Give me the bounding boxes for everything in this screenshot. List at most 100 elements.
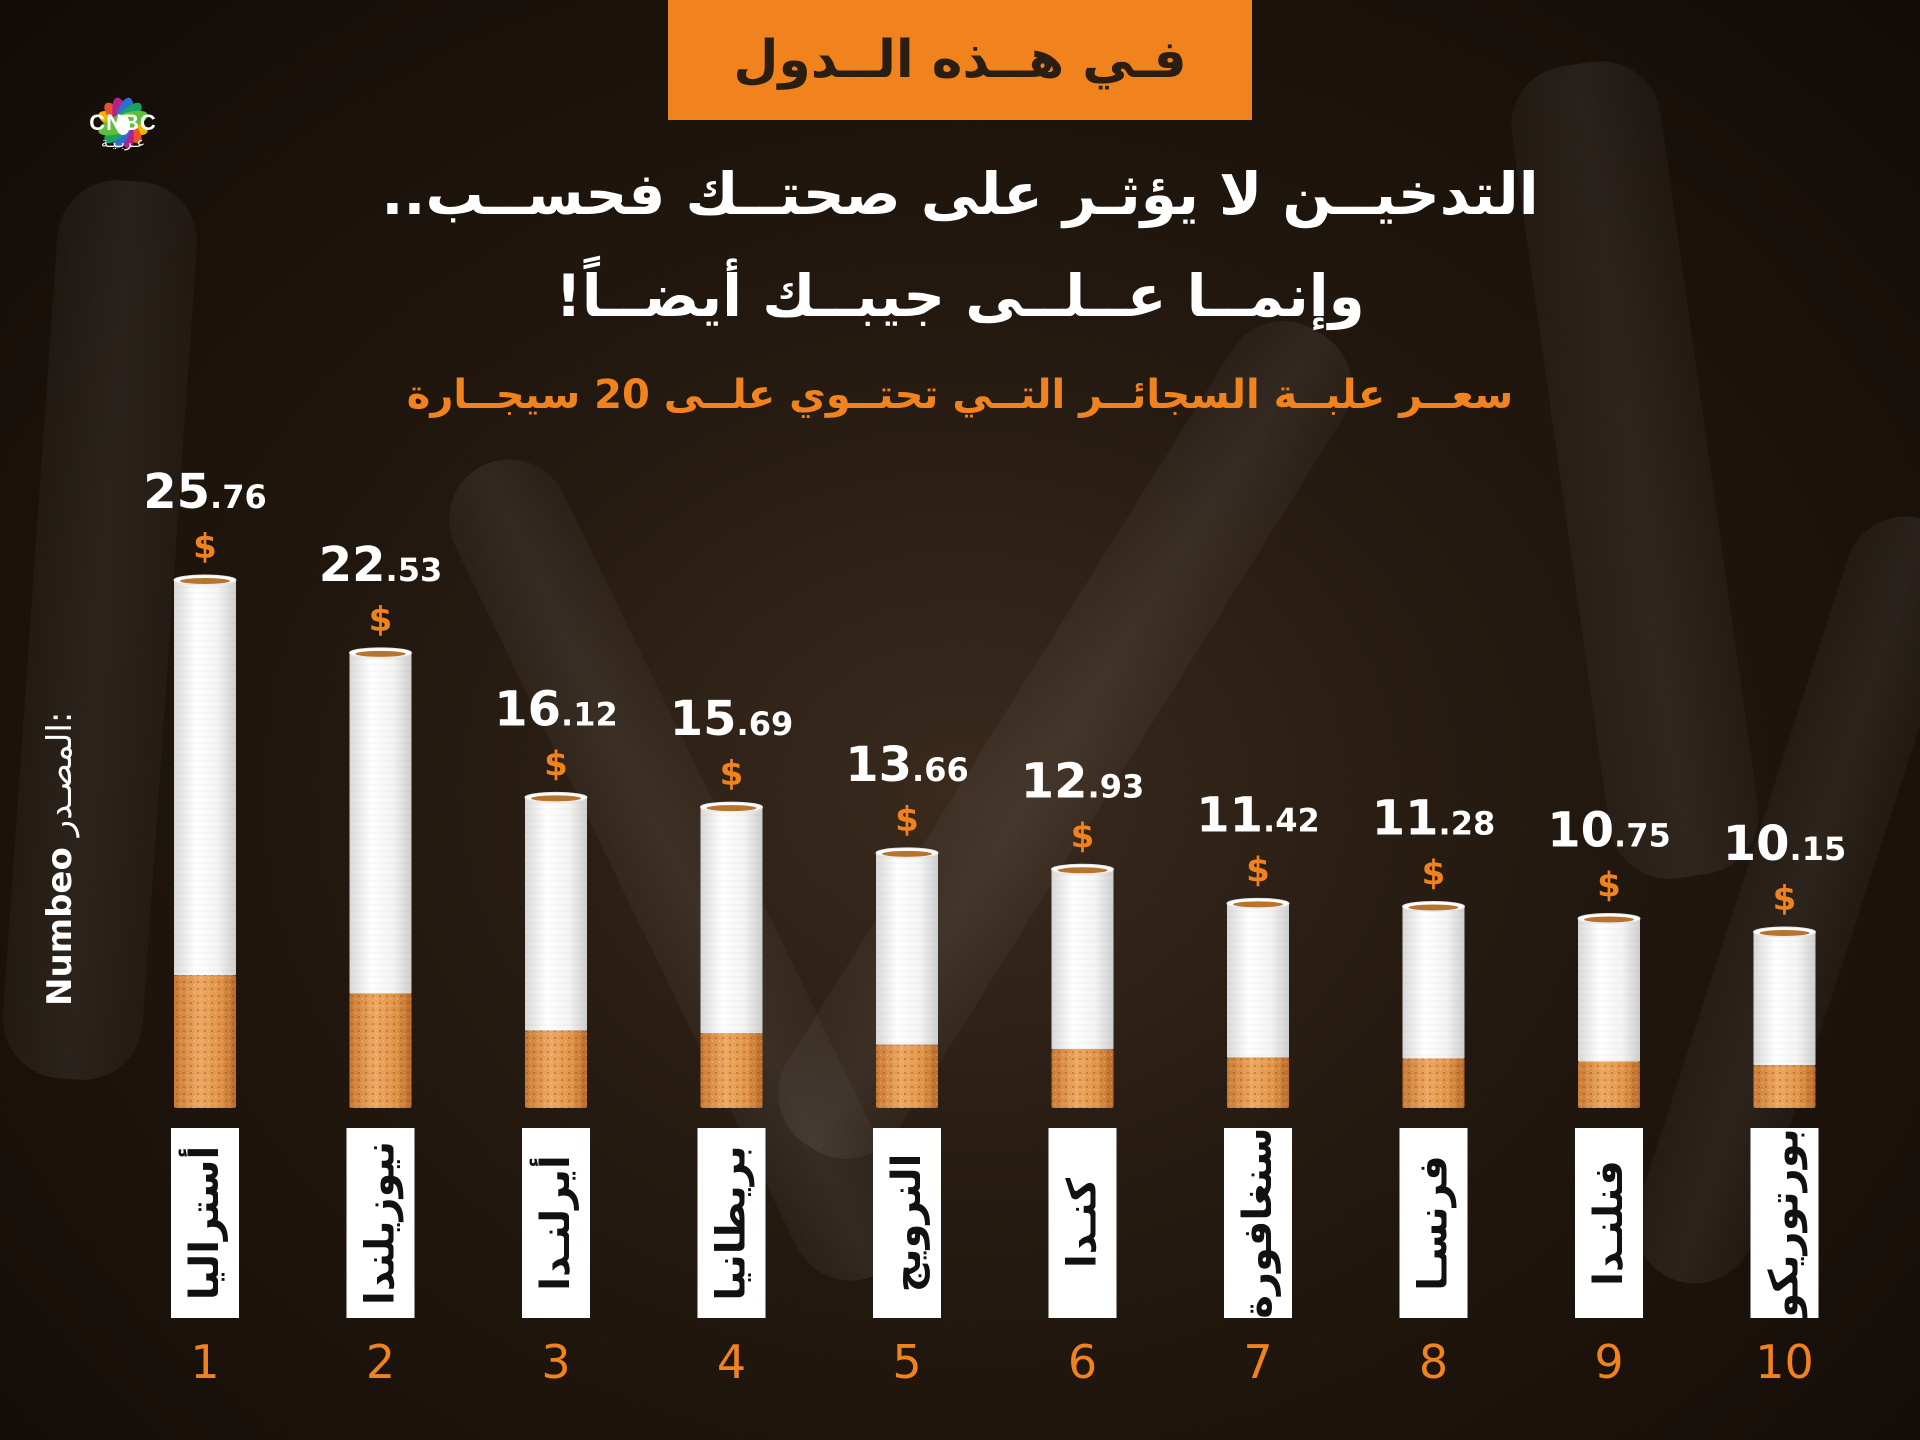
cigarette-filter-texture [174,975,236,1108]
country-label: بريطانيا [709,1145,755,1300]
value-integer: 10 [1723,816,1790,872]
country-label-box [1399,1128,1468,1318]
cnbc-peacock-logo [98,97,148,149]
cigarette-tobacco-end [706,805,757,812]
value-decimal: .76 [210,478,267,516]
logo-subtitle: عـربـيـة [100,135,145,151]
currency-label: $ [369,600,393,640]
rank-label: 7 [1243,1335,1272,1389]
value-label: 13.66 [845,737,968,793]
cigarette-filter-texture [1753,1065,1816,1108]
value-label: 16.12 [494,681,617,737]
cigarette-tobacco-end [882,850,932,857]
cigarette-filter-texture [876,1044,938,1108]
country-label: أيرلنـدا [529,1155,579,1290]
rank-label: 1 [190,1335,219,1389]
cigarette-filter-texture [700,1033,763,1108]
value-integer: 10 [1547,802,1614,858]
value-integer: 16 [494,681,561,737]
value-decimal: .15 [1790,830,1847,868]
value-decimal: .53 [386,551,443,589]
currency-label: $ [193,527,217,567]
country-label-box [697,1128,766,1318]
currency-label: $ [1071,816,1095,856]
currency-label: $ [544,744,568,784]
value-label: 10.75 [1547,802,1670,858]
value-integer: 12 [1021,753,1088,809]
cigarette-tobacco-end [1584,916,1634,923]
cigarette-paper-texture [525,797,587,1031]
cigarette-filter-texture [1227,1057,1289,1108]
currency-label: $ [1422,854,1446,894]
value-label: 15.69 [670,691,793,747]
cigarette-paper-texture [876,852,938,1045]
value-decimal: .12 [561,695,618,733]
rank-label: 4 [717,1335,746,1389]
banner-text: فـي هــذه الــدول [733,30,1187,90]
currency-label: $ [720,754,744,794]
currency-label: $ [1597,865,1621,905]
cigarette-paper-texture [1753,932,1816,1065]
cigarette-paper-texture [174,580,236,975]
cigarette-tobacco-end [355,650,406,657]
value-decimal: .75 [1614,816,1671,854]
value-label: 12.93 [1021,753,1144,809]
country-label-box [171,1128,239,1318]
headline-line-2: وإنمــا عــلــى جيبــك أيضــاً! [555,262,1365,330]
cigarette-paper-texture [700,807,763,1034]
value-decimal: .66 [912,751,969,789]
value-decimal: .42 [1263,801,1320,839]
value-integer: 11 [1372,791,1439,847]
country-label: فنلنـدا [1586,1160,1632,1286]
headline-line-1: التدخيــن لا يؤثـر على صحتــك فحســب.. [381,160,1539,228]
cigarette-filter-texture [349,993,412,1108]
country-label: النرويج [884,1154,930,1293]
country-label: فرنسـا [1411,1155,1457,1291]
cigarette-tobacco-end [1057,867,1108,874]
cigarette-tobacco-end [1759,930,1810,936]
cigarette-paper-texture [349,652,412,994]
value-label: 22.53 [319,537,442,593]
cigarette-tobacco-end [1233,901,1283,908]
value-integer: 11 [1196,787,1263,843]
country-label-box [522,1128,590,1318]
value-integer: 25 [143,464,210,520]
country-label-box [1048,1128,1117,1318]
cigarette-paper-texture [1578,918,1640,1062]
value-label: 25.76 [143,464,266,520]
cigarette-filter-texture [525,1030,587,1108]
value-integer: 15 [670,691,737,747]
value-label: 11.28 [1372,791,1495,847]
country-label-box [1750,1128,1819,1318]
country-label: نيوزيلندا [358,1141,404,1305]
currency-label: $ [895,800,919,840]
value-label: 10.15 [1723,816,1846,872]
country-label: بورتوريكو [1762,1128,1808,1320]
country-label: أستراليا [178,1146,228,1300]
country-label-box [873,1128,941,1318]
country-label: سنغافورة [1235,1127,1281,1318]
value-decimal: .69 [737,705,794,743]
logo-name: CNBC [89,110,157,135]
chart-subtitle: سعــر علبــة السجائــر التــي تحتــوي عل… [406,372,1514,418]
value-label: 11.42 [1196,787,1319,843]
currency-label: $ [1246,850,1270,890]
country-label: كنـدا [1060,1177,1106,1268]
rank-label: 9 [1594,1335,1623,1389]
rank-label: 10 [1755,1335,1814,1389]
country-label-box [1575,1128,1643,1318]
cigarette-tobacco-end [531,795,581,802]
country-label-box [1224,1128,1292,1318]
cigarette-filter-texture [1578,1061,1640,1108]
cigarette-paper-texture [1402,906,1465,1059]
cigarette-filter-texture [1051,1048,1114,1108]
cigarette-filter-texture [1402,1058,1465,1108]
rank-label: 8 [1419,1335,1448,1389]
value-decimal: .28 [1439,805,1496,843]
cigarette-paper-texture [1227,903,1289,1058]
value-decimal: .93 [1088,767,1145,805]
top-banner: فـي هــذه الــدول [668,0,1252,120]
cigarette-tobacco-end [180,578,230,584]
rank-label: 2 [366,1335,395,1389]
